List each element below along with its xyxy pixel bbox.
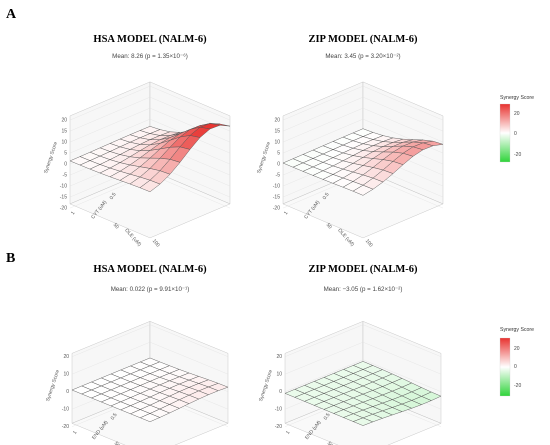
legend-tick: 20 [514,111,520,117]
z-tick-label: 20 [276,354,282,360]
x-tick-label: 0.5 [322,192,331,201]
z-tick-label: -20 [275,424,282,430]
wall-gridline [284,359,442,392]
z-axis-label: Synergy Score [256,141,272,174]
chart-subtitle: Mean: 3.45 (p = 3.20×10⁻²) [325,53,400,60]
wall-gridline [69,85,231,121]
wall-gridline [69,96,231,132]
z-tick-label: 5 [277,151,280,157]
x-tick-label: 0.5 [323,412,332,421]
x-tick-label: 0.5 [110,412,119,421]
panel-b-hsa: HSA MODEL (NALM-6) Mean: 0.022 (p = 9.91… [45,264,229,445]
chart-title: HSA MODEL (NALM-6) [93,34,207,45]
wall-gridline [71,324,229,357]
wall-gridline [69,118,231,154]
wall-gridline [71,341,229,375]
x-tick-label: 0.5 [109,192,118,201]
x-tick-label: 1 [283,210,290,216]
legend-tick: -20 [514,383,521,389]
z-axis-label: Synergy Score [45,369,61,402]
wall-gridline [282,85,444,121]
z-tick-label: -10 [60,184,67,190]
surface-cell [139,413,161,422]
z-tick-label: 10 [61,140,67,146]
z-tick-label: 10 [274,140,280,146]
z-tick-label: -20 [273,206,280,212]
y-tick-label: 50 [326,441,334,445]
y-tick-label: 50 [113,441,121,445]
z-tick-label: 15 [274,129,280,135]
panel-letter-a: A [6,7,17,22]
legend-tick: 20 [514,346,520,352]
chart-subtitle: Mean: 8.26 (p = 1.35×10⁻⁶) [112,53,188,60]
wall-gridline [282,107,444,143]
y-tick-label: 100 [364,238,374,248]
floor [282,169,444,239]
z-tick-label: 0 [66,389,69,395]
floor [69,169,231,239]
y-tick-label: 50 [325,222,333,230]
panel-a-zip: ZIP MODEL (NALM-6) Mean: 3.45 (p = 3.20×… [256,34,444,249]
surface-cell [139,179,161,193]
legend-tick: 0 [514,131,517,137]
chart-title: ZIP MODEL (NALM-6) [308,34,418,45]
z-tick-label: -5 [276,173,281,179]
legend-tick: -20 [514,152,521,158]
x-tick-label: 1 [72,430,79,436]
legend-colorbar [499,337,511,397]
surface-cell [352,417,374,426]
chart-subtitle: Mean: 0.022 (p = 9.91×10⁻¹) [111,286,190,293]
panel-letter-b: B [6,251,15,266]
z-tick-label: 0 [64,162,67,168]
legend-b: Synergy Score 20 0 -20 [499,327,534,397]
z-tick-label: -10 [275,407,282,413]
z-tick-label: 15 [61,129,67,135]
chart-title: HSA MODEL (NALM-6) [93,264,207,275]
z-tick-label: -20 [62,424,69,430]
chart-subtitle: Mean: −3.05 (p = 1.62×10⁻²) [324,286,403,293]
z-tick-label: -10 [62,407,69,413]
z-axis-label: Synergy Score [258,369,274,402]
x-tick-label: 1 [285,430,292,436]
wall-gridline [284,324,442,357]
legend-a: Synergy Score 20 0 -20 [499,95,534,163]
z-tick-label: -20 [60,206,67,212]
z-axis-label: Synergy Score [43,141,59,174]
wall-gridline [282,96,444,132]
chart-title: ZIP MODEL (NALM-6) [308,264,418,275]
z-tick-label: 20 [63,354,69,360]
legend-tick: 0 [514,364,517,370]
z-tick-label: 20 [274,118,280,124]
z-tick-label: 10 [63,372,69,378]
z-tick-label: 5 [64,151,67,157]
z-tick-label: 0 [277,162,280,168]
legend-colorbar [499,103,511,163]
z-tick-label: -5 [63,173,68,179]
legend-title: Synergy Score [500,95,534,101]
z-tick-label: -10 [273,184,280,190]
panel-b-zip: ZIP MODEL (NALM-6) Mean: −3.05 (p = 1.62… [258,264,442,445]
surface-cell [352,184,374,196]
legend-title: Synergy Score [500,327,534,333]
z-tick-label: 10 [276,372,282,378]
y-tick-label: 100 [151,238,161,248]
panel-a-hsa: HSA MODEL (NALM-6) Mean: 8.26 (p = 1.35×… [43,34,231,249]
y-tick-label: 50 [112,222,120,230]
z-tick-label: -15 [60,195,67,201]
z-tick-label: 0 [279,389,282,395]
x-tick-label: 1 [70,210,77,216]
wall-gridline [284,341,442,375]
z-tick-label: -15 [273,195,280,201]
z-tick-label: 20 [61,118,67,124]
